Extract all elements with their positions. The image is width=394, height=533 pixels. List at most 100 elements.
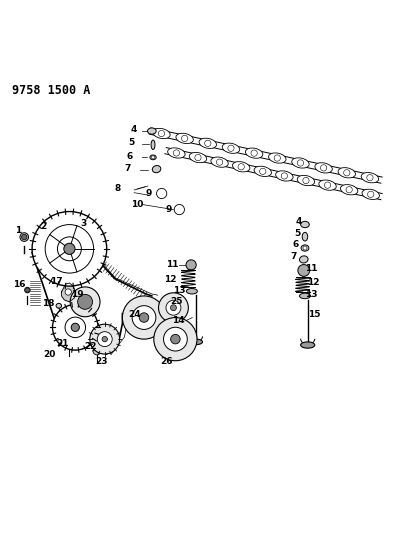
Text: 24: 24 bbox=[129, 310, 141, 319]
Ellipse shape bbox=[190, 339, 203, 345]
Ellipse shape bbox=[302, 232, 308, 241]
Ellipse shape bbox=[150, 155, 156, 160]
Circle shape bbox=[151, 156, 154, 159]
Circle shape bbox=[71, 323, 79, 332]
Circle shape bbox=[78, 294, 93, 309]
Text: 16: 16 bbox=[13, 280, 26, 289]
Circle shape bbox=[65, 340, 73, 348]
Polygon shape bbox=[61, 283, 75, 302]
Ellipse shape bbox=[47, 230, 52, 235]
Circle shape bbox=[65, 289, 71, 295]
Circle shape bbox=[26, 288, 30, 292]
Ellipse shape bbox=[147, 128, 156, 134]
Ellipse shape bbox=[151, 140, 155, 149]
Ellipse shape bbox=[153, 128, 170, 139]
Ellipse shape bbox=[254, 166, 271, 176]
Circle shape bbox=[123, 296, 165, 339]
Ellipse shape bbox=[222, 143, 240, 154]
Text: 13: 13 bbox=[305, 290, 318, 299]
Circle shape bbox=[132, 305, 156, 329]
Text: 5: 5 bbox=[128, 139, 135, 147]
Ellipse shape bbox=[292, 158, 309, 168]
Ellipse shape bbox=[56, 303, 61, 308]
Ellipse shape bbox=[20, 233, 29, 241]
Ellipse shape bbox=[211, 157, 228, 167]
Text: 6: 6 bbox=[126, 152, 133, 161]
Text: 19: 19 bbox=[71, 290, 84, 299]
Circle shape bbox=[52, 304, 98, 350]
Ellipse shape bbox=[299, 256, 308, 263]
Circle shape bbox=[32, 212, 107, 286]
Ellipse shape bbox=[340, 184, 358, 195]
Text: 10: 10 bbox=[131, 200, 143, 209]
Ellipse shape bbox=[152, 166, 161, 173]
Text: 3: 3 bbox=[80, 219, 86, 228]
Circle shape bbox=[58, 237, 81, 261]
Ellipse shape bbox=[245, 148, 263, 158]
Ellipse shape bbox=[269, 153, 286, 163]
Circle shape bbox=[171, 334, 180, 344]
Text: 4: 4 bbox=[130, 125, 137, 134]
Ellipse shape bbox=[189, 152, 207, 163]
Circle shape bbox=[166, 300, 181, 315]
Ellipse shape bbox=[297, 175, 315, 185]
Circle shape bbox=[298, 264, 310, 276]
Ellipse shape bbox=[301, 221, 309, 228]
Circle shape bbox=[303, 246, 307, 250]
Circle shape bbox=[64, 243, 75, 254]
Ellipse shape bbox=[362, 189, 379, 199]
Ellipse shape bbox=[176, 133, 193, 143]
Text: 11: 11 bbox=[166, 260, 179, 269]
Text: 13: 13 bbox=[173, 286, 186, 295]
Text: 9: 9 bbox=[165, 205, 172, 214]
Circle shape bbox=[22, 235, 27, 240]
Ellipse shape bbox=[199, 138, 216, 149]
Circle shape bbox=[164, 327, 187, 351]
Text: 12: 12 bbox=[164, 274, 177, 284]
Text: 9: 9 bbox=[146, 189, 152, 198]
Text: 25: 25 bbox=[170, 296, 183, 305]
Text: 14: 14 bbox=[172, 316, 184, 325]
Ellipse shape bbox=[301, 342, 315, 348]
Ellipse shape bbox=[338, 167, 355, 178]
Text: 17: 17 bbox=[50, 277, 63, 286]
Circle shape bbox=[186, 260, 196, 270]
Text: 4: 4 bbox=[295, 217, 301, 226]
Ellipse shape bbox=[361, 173, 379, 183]
Ellipse shape bbox=[232, 161, 250, 172]
Circle shape bbox=[97, 332, 112, 346]
Circle shape bbox=[139, 313, 149, 322]
Circle shape bbox=[45, 224, 94, 273]
Circle shape bbox=[154, 318, 197, 361]
Circle shape bbox=[90, 324, 120, 354]
Text: 7: 7 bbox=[291, 252, 297, 261]
Circle shape bbox=[171, 305, 177, 311]
Ellipse shape bbox=[276, 171, 293, 181]
Text: 22: 22 bbox=[84, 343, 97, 351]
Text: 2: 2 bbox=[40, 222, 46, 231]
Text: 21: 21 bbox=[56, 338, 69, 348]
Circle shape bbox=[93, 347, 101, 355]
Text: 23: 23 bbox=[95, 357, 108, 366]
Ellipse shape bbox=[315, 163, 332, 173]
Text: 11: 11 bbox=[305, 264, 318, 273]
Text: 1: 1 bbox=[15, 226, 22, 235]
Circle shape bbox=[156, 188, 167, 199]
Circle shape bbox=[174, 205, 184, 215]
Text: 15: 15 bbox=[308, 310, 320, 319]
Text: 9758 1500 A: 9758 1500 A bbox=[13, 84, 91, 97]
Ellipse shape bbox=[299, 293, 310, 298]
Circle shape bbox=[65, 317, 85, 337]
Ellipse shape bbox=[168, 148, 185, 158]
Circle shape bbox=[102, 336, 108, 342]
Text: 20: 20 bbox=[44, 350, 56, 359]
Circle shape bbox=[70, 287, 100, 317]
Circle shape bbox=[158, 293, 188, 322]
Text: 12: 12 bbox=[307, 278, 320, 287]
Text: 6: 6 bbox=[293, 240, 299, 249]
Ellipse shape bbox=[319, 180, 336, 190]
Ellipse shape bbox=[186, 288, 197, 294]
Ellipse shape bbox=[25, 287, 30, 293]
Text: 8: 8 bbox=[114, 184, 121, 193]
Text: 5: 5 bbox=[294, 229, 300, 238]
